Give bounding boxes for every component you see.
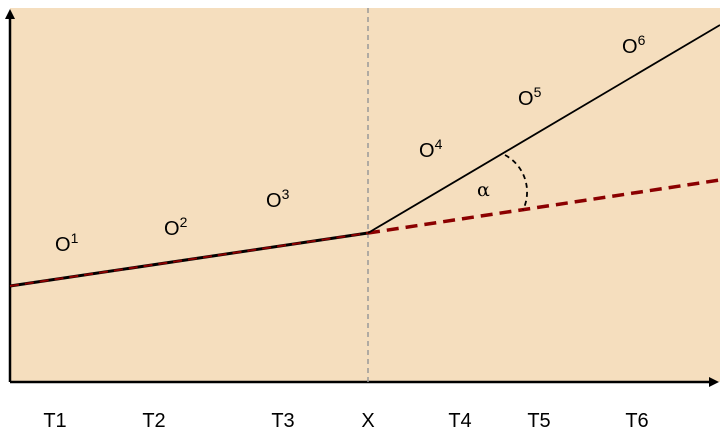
time-label-x: X [361, 410, 374, 432]
time-label-t5: T5 [527, 410, 550, 432]
observation-label-3: O3 [266, 186, 290, 212]
observation-label-1: O1 [55, 230, 79, 256]
time-label-t2: T2 [142, 410, 165, 432]
time-label-t3: T3 [271, 410, 294, 432]
observation-label-2: O2 [164, 214, 188, 240]
observation-label-6: O6 [622, 32, 646, 58]
post-intervention-trend-line [367, 24, 720, 234]
angle-arc [504, 154, 528, 211]
plot-background [10, 8, 720, 382]
angle-label: α [477, 179, 490, 201]
counterfactual-projection-line [367, 178, 720, 235]
pre-intervention-counterfactual-overlay [9, 232, 369, 287]
time-label-t6: T6 [625, 410, 648, 432]
time-label-t4: T4 [448, 410, 471, 432]
observation-label-4: O4 [419, 136, 443, 162]
observation-label-5: O5 [518, 84, 542, 110]
time-label-t1: T1 [43, 410, 66, 432]
